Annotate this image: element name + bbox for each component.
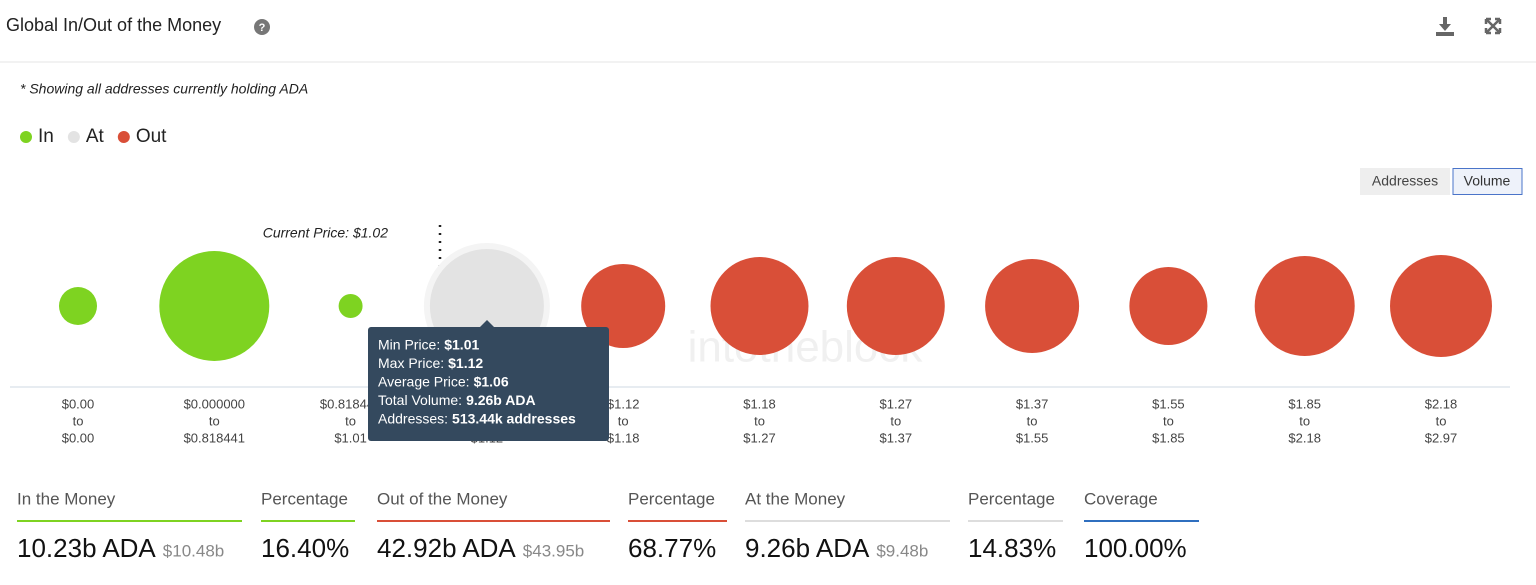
summary-label: Percentage: [628, 489, 715, 508]
x-tick-label: to: [73, 413, 84, 428]
x-tick-label: $1.85: [1288, 396, 1321, 411]
x-tick-label: $1.37: [1016, 396, 1049, 411]
summary-value: 10.23b ADA: [17, 533, 156, 563]
x-tick-label: $2.18: [1288, 430, 1321, 445]
bubble: [338, 294, 363, 318]
summary-value: 9.26b ADA: [745, 533, 870, 563]
toggle-button[interactable]: [1360, 168, 1450, 195]
bubble: [159, 251, 270, 361]
tooltip-label: Total Volume:: [378, 392, 462, 408]
bubble: [1254, 255, 1355, 357]
x-tick-label: to: [890, 413, 901, 428]
tooltip-value: 513.44k addresses: [452, 411, 576, 427]
tooltip-label: Max Price:: [378, 355, 444, 371]
plot: $0.00 to $0.00 $0.000000 to $0.818441 $0.81844…: [58, 243, 1492, 445]
x-tick-label: $1.85: [1152, 430, 1185, 445]
x-tick-label: to: [1163, 413, 1174, 428]
summary-label: In the Money: [17, 489, 116, 508]
expand-icon[interactable]: [1484, 17, 1502, 35]
x-tick-label: $1.37: [880, 430, 913, 445]
tooltip-pointer: [480, 320, 494, 327]
bubble: [710, 257, 809, 355]
x-tick-label: $1.01: [334, 430, 367, 445]
summary-value: 100.00%: [1084, 533, 1187, 563]
tooltip-label: Average Price:: [378, 374, 470, 390]
toggle-label: Volume: [1464, 173, 1511, 189]
summary-label: Out of the Money: [377, 489, 508, 508]
x-tick-label: $1.27: [880, 396, 913, 411]
bubble: [1390, 255, 1492, 357]
legend-label: Out: [136, 126, 167, 147]
summary-sub: $43.95b: [523, 541, 584, 560]
summary-label: Percentage: [968, 489, 1055, 508]
x-tick-label: $1.55: [1152, 396, 1185, 411]
legend: In At Out: [20, 126, 167, 147]
x-tick-label: $2.18: [1425, 396, 1458, 411]
summary-label: Percentage: [261, 489, 348, 508]
x-tick-label: $0.00: [62, 396, 95, 411]
title: Global In/Out of the Money: [6, 15, 221, 35]
legend-label: At: [86, 126, 105, 147]
x-tick-label: to: [1436, 413, 1447, 428]
tooltip-label: Min Price:: [378, 337, 440, 353]
summary-label: At the Money: [745, 489, 846, 508]
bubble: [58, 286, 98, 326]
tooltip-label: Addresses:: [378, 411, 448, 427]
x-tick-label: $0.000000: [184, 396, 245, 411]
tooltip-value: 9.26b ADA: [466, 392, 536, 408]
help-icon[interactable]: [254, 19, 270, 35]
tooltip-value: $1.06: [474, 374, 509, 390]
x-tick-label: $2.97: [1425, 430, 1458, 445]
toggle-label: Addresses: [1372, 173, 1438, 189]
summary-value: 16.40%: [261, 533, 349, 563]
x-tick-label: to: [345, 413, 356, 428]
legend-label: In: [38, 126, 54, 147]
tooltip-value: $1.12: [448, 355, 483, 371]
x-tick-label: to: [618, 413, 629, 428]
x-tick-label: to: [1299, 413, 1310, 428]
summary-label: Coverage: [1084, 489, 1158, 508]
help-icon-mark: ?: [259, 22, 266, 34]
x-tick-label: $1.27: [743, 430, 776, 445]
x-tick-label: to: [209, 413, 220, 428]
toggle-button-active[interactable]: [1452, 168, 1523, 195]
x-tick-label: $1.18: [607, 430, 640, 445]
current-price-label: Current Price: $1.02: [263, 225, 388, 241]
x-tick-label: $0.818441: [184, 430, 245, 445]
summary-value: 14.83%: [968, 533, 1056, 563]
tooltip-value: $1.01: [444, 337, 479, 353]
summary-sub: $9.48b: [876, 541, 928, 560]
legend-dot: [117, 131, 130, 143]
bubble: [846, 257, 945, 355]
tooltip-box: [368, 327, 609, 441]
legend-dot: [67, 131, 80, 143]
summary: In the Money 10.23b ADA $10.48b Percentage 1…: [17, 489, 1199, 563]
summary-sub: $10.48b: [163, 541, 224, 560]
legend-dot: [20, 131, 32, 143]
x-tick-label: $0.00: [62, 430, 95, 445]
download-icon[interactable]: [1436, 17, 1454, 36]
x-tick-label: $1.12: [607, 396, 640, 411]
note: * Showing all addresses currently holdin…: [20, 81, 308, 97]
x-tick-label: to: [754, 413, 765, 428]
x-tick-label: $1.55: [1016, 430, 1049, 445]
bubble: [1129, 266, 1208, 346]
summary-value: 42.92b ADA: [377, 533, 516, 563]
summary-value: 68.77%: [628, 533, 716, 563]
bubble: [985, 258, 1080, 354]
x-tick-label: $0.818441: [320, 396, 381, 411]
x-tick-label: to: [1027, 413, 1038, 428]
x-tick-label: $1.18: [743, 396, 776, 411]
